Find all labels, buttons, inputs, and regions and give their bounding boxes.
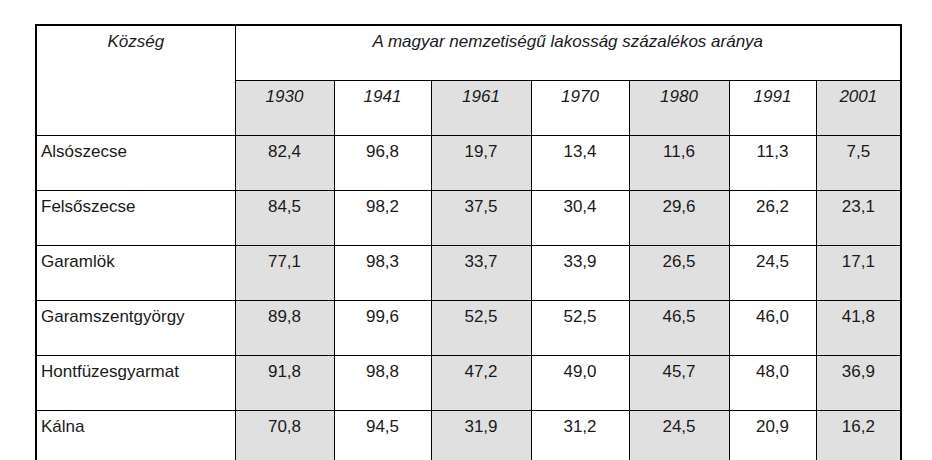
year-column-header-1980: 1980 bbox=[629, 81, 729, 136]
table-row: Felsőszecse84,598,237,530,429,626,223,1 bbox=[36, 191, 901, 246]
percentage-value-cell: 96,8 bbox=[334, 136, 431, 191]
percentage-value-cell: 24,5 bbox=[729, 246, 816, 301]
percentage-value-cell: 13,4 bbox=[531, 136, 629, 191]
percentage-value-cell: 7,5 bbox=[816, 136, 901, 191]
percentage-value-cell: 37,5 bbox=[431, 191, 531, 246]
percentage-value-cell: 23,1 bbox=[816, 191, 901, 246]
percentage-value-cell: 29,6 bbox=[629, 191, 729, 246]
percentage-value-cell: 24,5 bbox=[629, 411, 729, 460]
village-name-cell: Kálna bbox=[36, 411, 235, 460]
year-column-header-1961: 1961 bbox=[431, 81, 531, 136]
percentage-value-cell: 46,5 bbox=[629, 301, 729, 356]
row-header-label: Község bbox=[36, 25, 235, 136]
year-column-header-1991: 1991 bbox=[729, 81, 816, 136]
year-column-header-1970: 1970 bbox=[531, 81, 629, 136]
village-name-cell: Garamlök bbox=[36, 246, 235, 301]
percentage-value-cell: 94,5 bbox=[334, 411, 431, 460]
percentage-value-cell: 11,6 bbox=[629, 136, 729, 191]
percentage-value-cell: 52,5 bbox=[431, 301, 531, 356]
percentage-value-cell: 16,2 bbox=[816, 411, 901, 460]
percentage-value-cell: 17,1 bbox=[816, 246, 901, 301]
percentage-value-cell: 26,2 bbox=[729, 191, 816, 246]
year-column-header-2001: 2001 bbox=[816, 81, 901, 136]
percentage-value-cell: 91,8 bbox=[235, 356, 334, 411]
table-row: Garamlök77,198,333,733,926,524,517,1 bbox=[36, 246, 901, 301]
table-row: Alsószecse82,496,819,713,411,611,37,5 bbox=[36, 136, 901, 191]
percentage-value-cell: 36,9 bbox=[816, 356, 901, 411]
table-title: A magyar nemzetiségű lakosság százalékos… bbox=[235, 25, 901, 81]
percentage-value-cell: 98,8 bbox=[334, 356, 431, 411]
table-row: Hontfüzesgyarmat91,898,847,249,045,748,0… bbox=[36, 356, 901, 411]
percentage-value-cell: 19,7 bbox=[431, 136, 531, 191]
header-title-row: Község A magyar nemzetiségű lakosság szá… bbox=[36, 25, 901, 81]
percentage-value-cell: 47,2 bbox=[431, 356, 531, 411]
percentage-value-cell: 52,5 bbox=[531, 301, 629, 356]
percentage-value-cell: 30,4 bbox=[531, 191, 629, 246]
village-name-cell: Felsőszecse bbox=[36, 191, 235, 246]
percentage-value-cell: 98,3 bbox=[334, 246, 431, 301]
percentage-value-cell: 11,3 bbox=[729, 136, 816, 191]
village-name-cell: Hontfüzesgyarmat bbox=[36, 356, 235, 411]
percentage-value-cell: 46,0 bbox=[729, 301, 816, 356]
village-name-cell: Garamszentgyörgy bbox=[36, 301, 235, 356]
percentage-value-cell: 48,0 bbox=[729, 356, 816, 411]
percentage-value-cell: 98,2 bbox=[334, 191, 431, 246]
percentage-value-cell: 82,4 bbox=[235, 136, 334, 191]
percentage-value-cell: 49,0 bbox=[531, 356, 629, 411]
percentage-value-cell: 45,7 bbox=[629, 356, 729, 411]
percentage-value-cell: 33,9 bbox=[531, 246, 629, 301]
table-row: Garamszentgyörgy89,899,652,552,546,546,0… bbox=[36, 301, 901, 356]
percentage-value-cell: 31,2 bbox=[531, 411, 629, 460]
percentage-value-cell: 89,8 bbox=[235, 301, 334, 356]
percentage-value-cell: 84,5 bbox=[235, 191, 334, 246]
table-row: Kálna70,894,531,931,224,520,916,2 bbox=[36, 411, 901, 460]
percentage-value-cell: 41,8 bbox=[816, 301, 901, 356]
hungarian-population-percentage-table: Község A magyar nemzetiségű lakosság szá… bbox=[35, 24, 902, 460]
percentage-value-cell: 70,8 bbox=[235, 411, 334, 460]
year-column-header-1941: 1941 bbox=[334, 81, 431, 136]
percentage-value-cell: 20,9 bbox=[729, 411, 816, 460]
percentage-value-cell: 33,7 bbox=[431, 246, 531, 301]
year-column-header-1930: 1930 bbox=[235, 81, 334, 136]
percentage-value-cell: 31,9 bbox=[431, 411, 531, 460]
village-name-cell: Alsószecse bbox=[36, 136, 235, 191]
percentage-value-cell: 99,6 bbox=[334, 301, 431, 356]
percentage-value-cell: 77,1 bbox=[235, 246, 334, 301]
percentage-value-cell: 26,5 bbox=[629, 246, 729, 301]
